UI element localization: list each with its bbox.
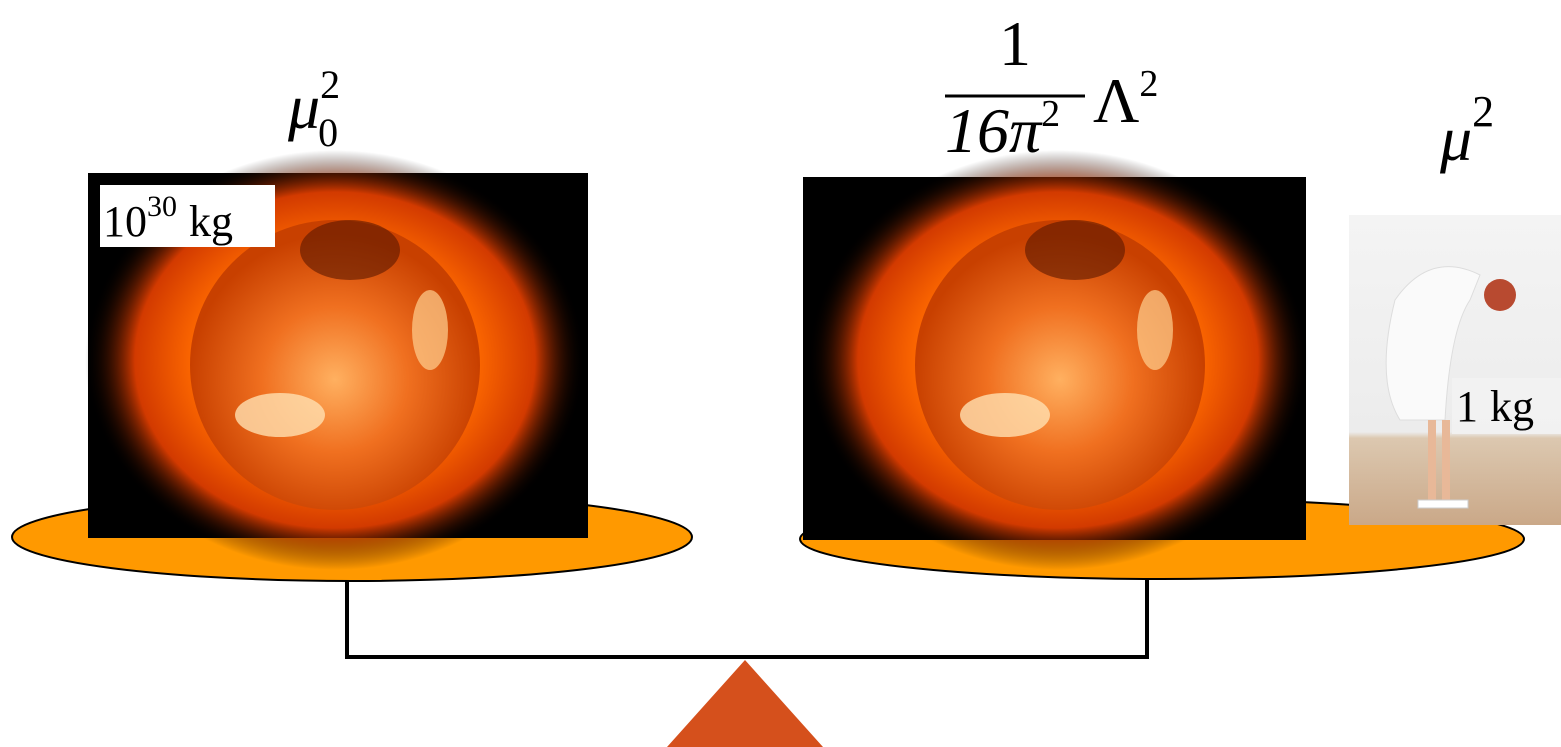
superscript: 2 [1472,87,1494,136]
weight-exponent: 30 [147,190,177,223]
denominator-text: 16π [945,95,1043,166]
weight-base: 10 [103,197,147,246]
subscript: 0 [318,110,338,155]
symbol: μ [287,71,320,142]
balance-diagram: 1030kg 1kg μ20 1 16π2 Λ2 μ2 [0,0,1561,747]
beam [347,580,1147,657]
weight-unit: kg [1490,382,1534,431]
superscript: 2 [1041,93,1060,135]
fulcrum [667,660,823,747]
factor-symbol: Λ [1093,65,1139,136]
weight-unit: kg [189,197,233,246]
numerator: 1 [999,8,1031,79]
sun-image-right [803,150,1308,570]
superscript: 2 [320,62,340,107]
symbol: μ [1439,103,1472,174]
weight-value: 1 [1456,382,1478,431]
superscript: 2 [1139,63,1158,105]
factor: Λ2 [1093,63,1158,136]
person-image [1349,215,1561,525]
label-right: μ2 [1439,87,1494,174]
